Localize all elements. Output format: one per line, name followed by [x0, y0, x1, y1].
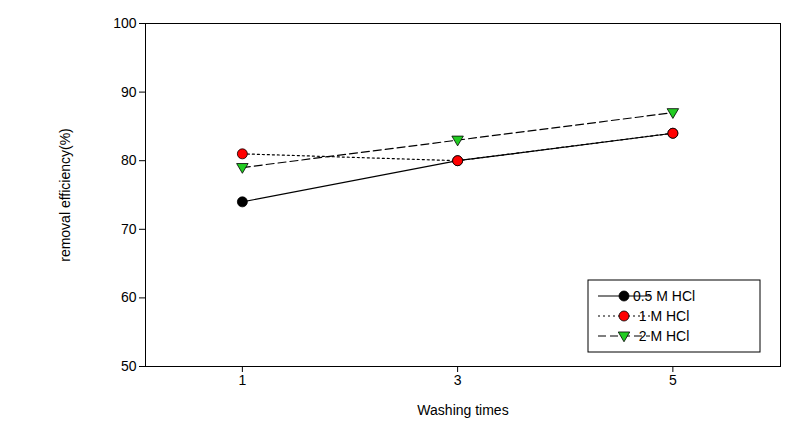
svg-text:70: 70	[121, 221, 137, 237]
svg-text:0.5 M HCl: 0.5 M HCl	[633, 288, 695, 304]
svg-text:3: 3	[454, 372, 462, 388]
svg-text:Washing times: Washing times	[417, 402, 508, 418]
svg-text:2 M HCl: 2 M HCl	[639, 328, 690, 344]
svg-text:60: 60	[121, 289, 137, 305]
svg-text:1 M HCl: 1 M HCl	[639, 308, 690, 324]
svg-text:removal efficiency(%): removal efficiency(%)	[57, 128, 73, 262]
svg-text:100: 100	[113, 15, 137, 31]
svg-text:50: 50	[121, 358, 137, 374]
svg-text:1: 1	[238, 372, 246, 388]
svg-text:90: 90	[121, 84, 137, 100]
svg-text:80: 80	[121, 152, 137, 168]
svg-text:5: 5	[669, 372, 677, 388]
